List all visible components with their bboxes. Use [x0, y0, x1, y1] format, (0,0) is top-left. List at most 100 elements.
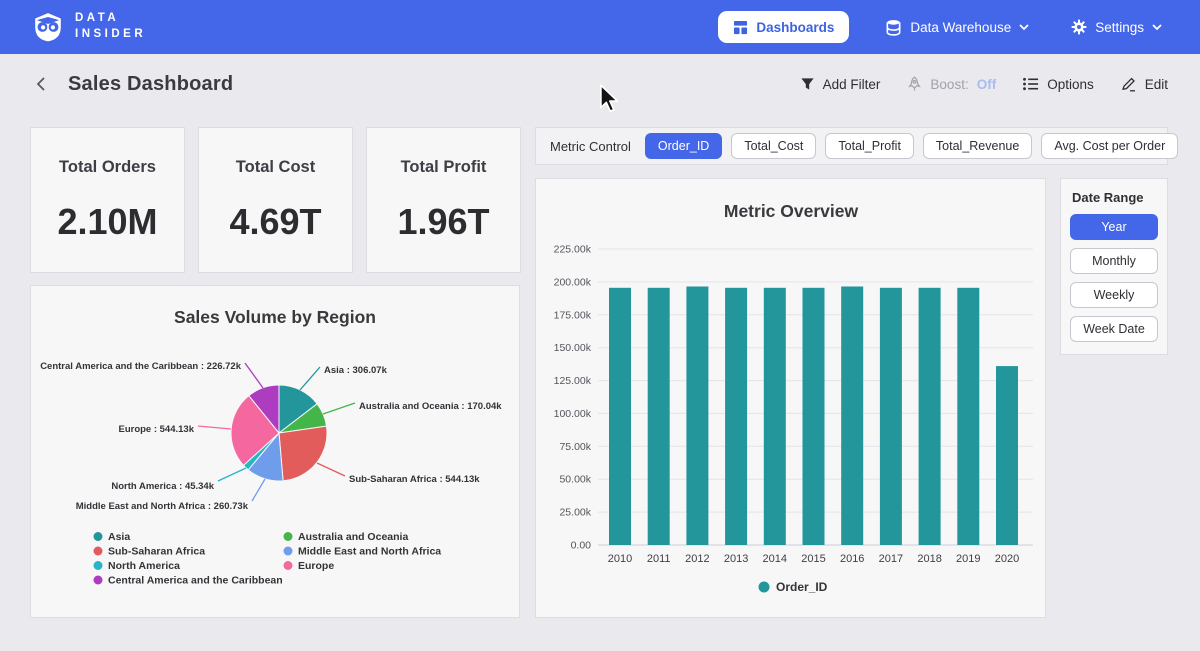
settings-label: Settings	[1095, 19, 1144, 35]
bar-2015[interactable]	[802, 287, 825, 545]
x-tick-label: 2012	[685, 553, 709, 565]
y-tick-label: 100.00k	[554, 408, 592, 420]
date-range-option-year[interactable]: Year	[1070, 214, 1158, 240]
bar-chart: Metric Overview 225.00k 200.00k 175.00k 150.…	[554, 201, 1033, 594]
x-tick-label: 2017	[879, 553, 903, 565]
date-range-option-weekly[interactable]: Weekly	[1070, 282, 1158, 308]
options-label: Options	[1047, 76, 1094, 92]
y-tick-label: 125.00k	[554, 375, 592, 387]
x-tick-label: 2020	[995, 553, 1019, 565]
rocket-icon	[907, 76, 922, 92]
pie-slice-sub-saharan-africa[interactable]	[278, 425, 328, 482]
bar-chart-title: Metric Overview	[724, 201, 859, 221]
pie-chart-panel: Sales Volume by Region Asia : 306.07k Aust…	[30, 285, 520, 618]
x-tick-label: 2016	[840, 553, 864, 565]
data-warehouse-menu[interactable]: Data Warehouse	[879, 18, 1035, 37]
y-tick-label: 50.00k	[559, 474, 591, 486]
legend-dot-asia	[93, 532, 103, 541]
settings-menu[interactable]: Settings	[1065, 18, 1168, 36]
bar-legend-label: Order_ID	[776, 580, 828, 594]
date-range-option-monthly[interactable]: Monthly	[1070, 248, 1158, 274]
top-navbar: DATA INSIDER Dashboards Data Warehouse	[0, 0, 1200, 54]
y-tick-label: 225.00k	[554, 244, 592, 256]
bar-2010[interactable]	[609, 287, 631, 545]
page-header: Sales Dashboard Add Filter Boost: Off	[0, 54, 1200, 114]
legend-label-australia-and-oceania: Australia and Oceania	[298, 531, 408, 543]
pie-chart-title: Sales Volume by Region	[174, 307, 376, 327]
pie-label-australia-and-oceania: Australia and Oceania : 170.04k	[359, 401, 502, 412]
bar-2013[interactable]	[725, 287, 748, 545]
dashboards-grid-icon	[733, 20, 748, 35]
pie-label-north-america: North America : 45.34k	[111, 481, 214, 492]
legend-label-north-america: North America	[108, 560, 180, 572]
back-button[interactable]	[32, 74, 52, 94]
edit-button[interactable]: Edit	[1121, 76, 1168, 92]
list-icon	[1023, 77, 1039, 91]
add-filter-button[interactable]: Add Filter	[800, 76, 881, 92]
kpi-value: 1.96T	[397, 200, 490, 242]
bar-legend-dot	[758, 581, 770, 593]
pie-label-line	[217, 467, 247, 482]
y-tick-label: 150.00k	[554, 342, 592, 354]
kpi-value: 4.69T	[229, 200, 322, 242]
pie-slice-europe[interactable]	[230, 394, 280, 467]
page-title: Sales Dashboard	[68, 72, 234, 95]
bar-2011[interactable]	[647, 287, 670, 545]
gear-icon	[1071, 19, 1087, 35]
x-tick-label: 2011	[647, 553, 671, 565]
pie-label-europe: Europe : 544.13k	[118, 424, 194, 435]
pie-label-asia: Asia : 306.07k	[324, 365, 388, 376]
bar-2014[interactable]	[763, 287, 786, 545]
metric-option-order-id[interactable]: Order_ID	[644, 133, 723, 159]
legend-label-asia: Asia	[108, 531, 130, 543]
kpi-label: Total Profit	[400, 157, 487, 176]
pie-label-sub-saharan-africa: Sub-Saharan Africa : 544.13k	[349, 474, 480, 485]
y-tick-label: 75.00k	[559, 441, 591, 453]
bar-2017[interactable]	[879, 287, 902, 545]
bar-2020[interactable]	[996, 366, 1018, 545]
kpi-label: Total Orders	[59, 157, 156, 176]
options-button[interactable]: Options	[1023, 77, 1094, 92]
pie-label-middle-east-and-north-africa: Middle East and North Africa : 260.73k	[76, 501, 249, 512]
data-warehouse-label: Data Warehouse	[910, 19, 1012, 35]
y-tick-label: 0.00	[571, 540, 592, 552]
x-tick-label: 2015	[801, 553, 825, 565]
bar-2016[interactable]	[841, 286, 864, 546]
brand-logo[interactable]: DATA INSIDER	[32, 11, 146, 43]
metric-control-bar: Metric Control Order_ID Total_Cost Total_P…	[535, 127, 1179, 165]
pie-label-line	[322, 402, 356, 415]
legend-dot-central-america-and-the-caribbean	[93, 575, 103, 585]
boost-state: Off	[976, 76, 997, 92]
dashboards-label: Dashboards	[756, 19, 835, 35]
metric-option-total-cost[interactable]: Total_Cost	[731, 133, 817, 159]
pie-label-central-america-and-the-caribbean: Central America and the Caribbean : 226.…	[40, 361, 242, 372]
metric-option-avg-cost-per-order[interactable]: Avg. Cost per Order	[1041, 133, 1179, 159]
legend-label-sub-saharan-africa: Sub-Saharan Africa	[108, 546, 205, 558]
bar-2018[interactable]	[918, 287, 941, 545]
brand-line1: DATA	[75, 12, 120, 25]
legend-label-middle-east-and-north-africa: Middle East and North Africa	[298, 546, 441, 558]
date-range-buttons: Year Monthly Weekly Week Date	[1070, 214, 1158, 342]
date-range-label: Date Range	[1072, 190, 1144, 205]
add-filter-label: Add Filter	[822, 76, 881, 92]
date-range-option-week-date[interactable]: Week Date	[1070, 316, 1158, 342]
legend-dot-australia-and-oceania	[283, 532, 293, 541]
chevron-left-icon	[34, 76, 50, 92]
pencil-icon	[1121, 76, 1137, 92]
dashboards-button[interactable]: Dashboards	[718, 11, 850, 43]
metric-option-total-revenue[interactable]: Total_Revenue	[922, 133, 1033, 159]
metric-option-total-profit[interactable]: Total_Profit	[825, 133, 914, 159]
boost-toggle[interactable]: Boost: Off	[907, 76, 996, 92]
kpi-card-total-profit: Total Profit 1.96T	[366, 127, 521, 273]
pie-label-line	[299, 366, 321, 391]
kpi-card-total-cost: Total Cost 4.69T	[198, 127, 353, 273]
pie-label-line	[316, 462, 346, 477]
filter-funnel-icon	[800, 77, 815, 92]
legend-label-europe: Europe	[298, 560, 334, 572]
chevron-down-icon	[1019, 23, 1029, 31]
bar-2019[interactable]	[957, 287, 980, 545]
metric-control-buttons: Order_ID Total_Cost Total_Profit Total_Reve…	[644, 133, 1179, 159]
chevron-down-icon	[1152, 23, 1162, 31]
bar-2012[interactable]	[686, 286, 709, 546]
legend-dot-sub-saharan-africa	[93, 546, 103, 556]
